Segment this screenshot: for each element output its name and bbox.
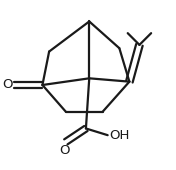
Text: OH: OH xyxy=(109,129,130,142)
Text: O: O xyxy=(59,143,69,157)
Text: O: O xyxy=(2,79,12,91)
